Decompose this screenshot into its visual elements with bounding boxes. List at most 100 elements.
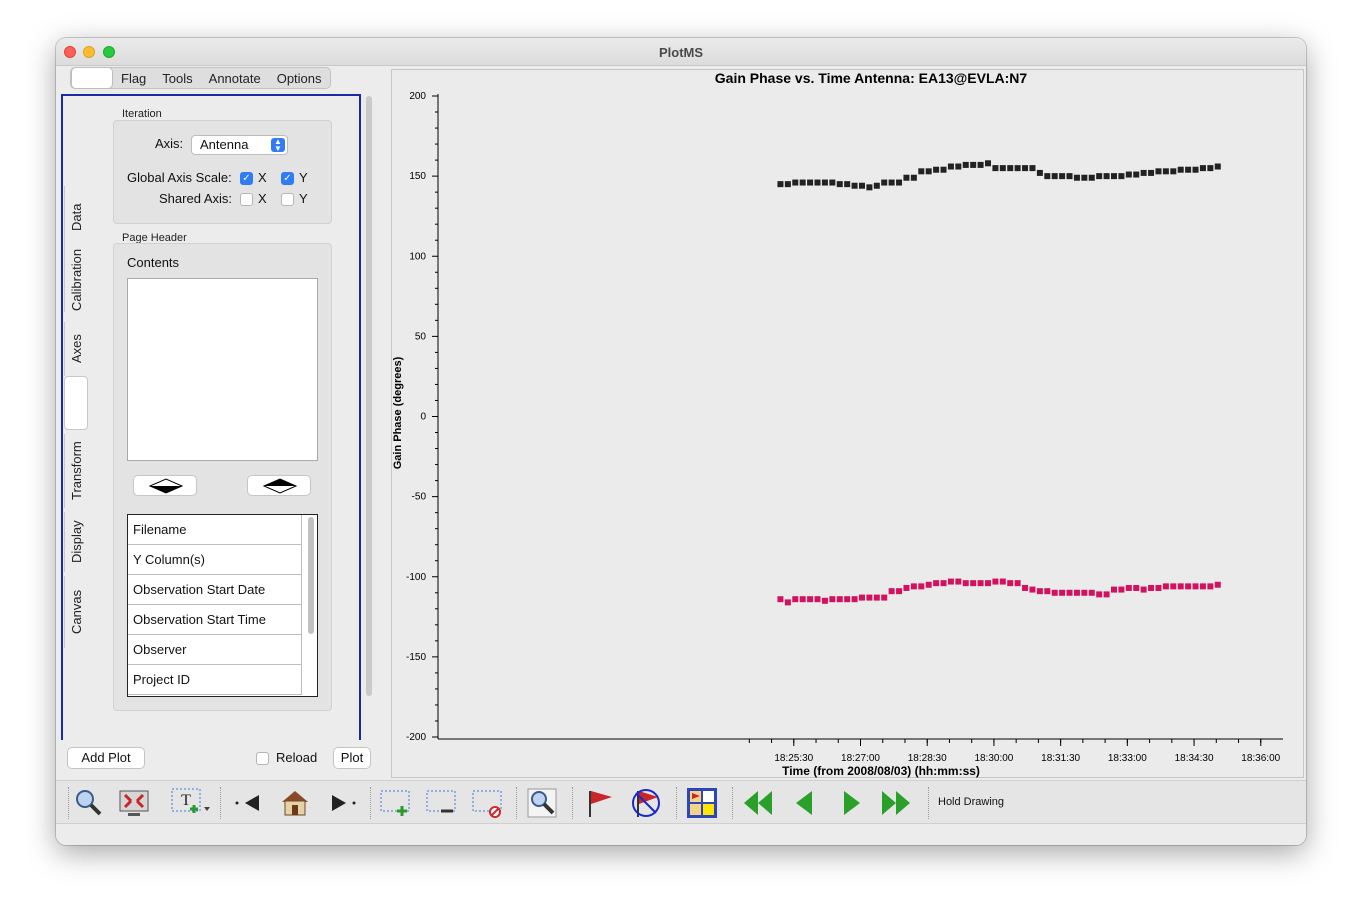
- previous-icon[interactable]: [231, 787, 263, 819]
- data-point-series1: [999, 165, 1006, 172]
- last-page-icon[interactable]: [880, 787, 912, 819]
- data-point-series1: [784, 181, 791, 188]
- data-point-series1: [962, 161, 969, 168]
- data-point-series2: [1051, 589, 1058, 596]
- global-x-checkbox[interactable]: ✓: [240, 172, 253, 185]
- header-items-list[interactable]: Filename Y Column(s) Observation Start D…: [127, 514, 318, 697]
- x-tick-label: 18:34:30: [1175, 753, 1214, 764]
- data-point-series2: [799, 596, 806, 603]
- data-point-series2: [1133, 584, 1140, 591]
- data-point-series1: [1214, 163, 1221, 170]
- clear-regions-icon[interactable]: [471, 787, 503, 819]
- axis-select[interactable]: Antenna ▲ ▼: [191, 135, 288, 155]
- zoom-icon[interactable]: [72, 787, 104, 819]
- settings-scrollbar[interactable]: [366, 96, 372, 696]
- data-point-series2: [1118, 586, 1125, 593]
- data-point-series1: [858, 182, 865, 189]
- side-tab-transform[interactable]: Transform: [64, 434, 88, 508]
- title-bar: PlotMS: [56, 38, 1306, 66]
- data-point-series1: [1140, 169, 1147, 176]
- next-icon[interactable]: [328, 787, 360, 819]
- x-tick-label: 18:28:30: [908, 753, 947, 764]
- y-axis-label: Gain Phase (degrees): [392, 356, 404, 469]
- data-point-series2: [903, 584, 910, 591]
- shared-x-checkbox[interactable]: [240, 193, 253, 206]
- list-scrollbar[interactable]: [308, 517, 314, 634]
- data-point-series2: [777, 596, 784, 603]
- chart-title: Gain Phase vs. Time Antenna: EA13@EVLA:N…: [715, 70, 1028, 86]
- hold-drawing-label[interactable]: Hold Drawing: [938, 796, 1005, 808]
- data-point-series2: [873, 594, 880, 601]
- tab-tools[interactable]: Tools: [162, 71, 193, 86]
- fullscreen-icon[interactable]: [118, 787, 150, 819]
- gain-phase-chart: Gain Phase vs. Time Antenna: EA13@EVLA:N…: [392, 70, 1283, 778]
- add-region-icon[interactable]: [379, 787, 411, 819]
- data-point-series2: [851, 596, 858, 603]
- list-item[interactable]: Observation Start Date: [128, 575, 302, 605]
- list-item[interactable]: Filename: [128, 515, 302, 545]
- next-page-icon[interactable]: [836, 787, 868, 819]
- x-tick-label: 18:25:30: [774, 753, 813, 764]
- data-point-series2: [1148, 584, 1155, 591]
- plot-button[interactable]: Plot: [333, 747, 371, 769]
- tab-annotate[interactable]: Annotate: [208, 71, 261, 86]
- side-tab-canvas[interactable]: Canvas: [64, 576, 88, 648]
- x-tick-label: 18:31:30: [1041, 753, 1080, 764]
- data-point-series2: [866, 594, 873, 601]
- tab-plot[interactable]: [71, 67, 113, 89]
- data-point-series1: [984, 160, 991, 167]
- side-tab-axes[interactable]: Axes: [64, 322, 88, 376]
- data-point-series1: [1044, 173, 1051, 180]
- maximize-window-button[interactable]: [103, 46, 115, 58]
- move-down-button[interactable]: [247, 475, 311, 496]
- shared-y-checkbox[interactable]: [281, 193, 294, 206]
- data-point-series1: [1118, 173, 1125, 180]
- contents-textarea[interactable]: [127, 278, 318, 461]
- y-tick-label: -150: [406, 652, 426, 663]
- tab-options[interactable]: Options: [276, 71, 322, 86]
- tab-flag[interactable]: Flag: [121, 71, 147, 86]
- list-item[interactable]: Observation Start Time: [128, 605, 302, 635]
- side-tab-display[interactable]: Display: [64, 512, 88, 572]
- add-plot-button[interactable]: Add Plot: [67, 747, 145, 769]
- chevron-updown-icon: ▲ ▼: [271, 138, 285, 153]
- data-point-series1: [1155, 168, 1162, 175]
- move-up-button[interactable]: [133, 475, 197, 496]
- data-point-series2: [947, 578, 954, 585]
- data-point-series1: [1073, 174, 1080, 181]
- data-point-series2: [896, 588, 903, 595]
- x-tick-label: 18:36:00: [1241, 753, 1280, 764]
- list-item[interactable]: Y Column(s): [128, 545, 302, 575]
- grid-layout-icon[interactable]: [686, 787, 718, 819]
- side-tab-calibration[interactable]: Calibration: [64, 248, 88, 312]
- first-page-icon[interactable]: [742, 787, 774, 819]
- close-window-button[interactable]: [64, 46, 76, 58]
- data-point-series1: [1192, 166, 1199, 173]
- list-item[interactable]: Observer: [128, 635, 302, 665]
- home-icon[interactable]: [279, 787, 311, 819]
- minimize-window-button[interactable]: [83, 46, 95, 58]
- data-point-series2: [1044, 588, 1051, 595]
- unflag-icon[interactable]: [630, 787, 662, 819]
- data-point-series2: [1036, 588, 1043, 595]
- data-point-series2: [1029, 586, 1036, 593]
- data-point-series2: [881, 594, 888, 601]
- data-point-series2: [1103, 591, 1110, 598]
- data-point-series2: [1007, 580, 1014, 587]
- flag-icon[interactable]: [584, 787, 616, 819]
- plot-canvas[interactable]: [391, 69, 1304, 778]
- subtract-region-icon[interactable]: [425, 787, 457, 819]
- side-tab-page[interactable]: [64, 376, 88, 430]
- y-tick-label: -50: [412, 492, 427, 503]
- reload-checkbox[interactable]: [256, 752, 269, 765]
- global-y-checkbox[interactable]: ✓: [281, 172, 294, 185]
- data-point-series2: [925, 581, 932, 588]
- chart-marks: [777, 160, 1221, 606]
- data-point-series2: [1088, 589, 1095, 596]
- data-point-series2: [1125, 584, 1132, 591]
- prev-page-icon[interactable]: [790, 787, 822, 819]
- annotate-text-icon[interactable]: T: [170, 787, 210, 819]
- side-tab-data[interactable]: Data: [64, 186, 88, 248]
- inspect-icon[interactable]: [526, 787, 558, 819]
- list-item[interactable]: Project ID: [128, 665, 302, 695]
